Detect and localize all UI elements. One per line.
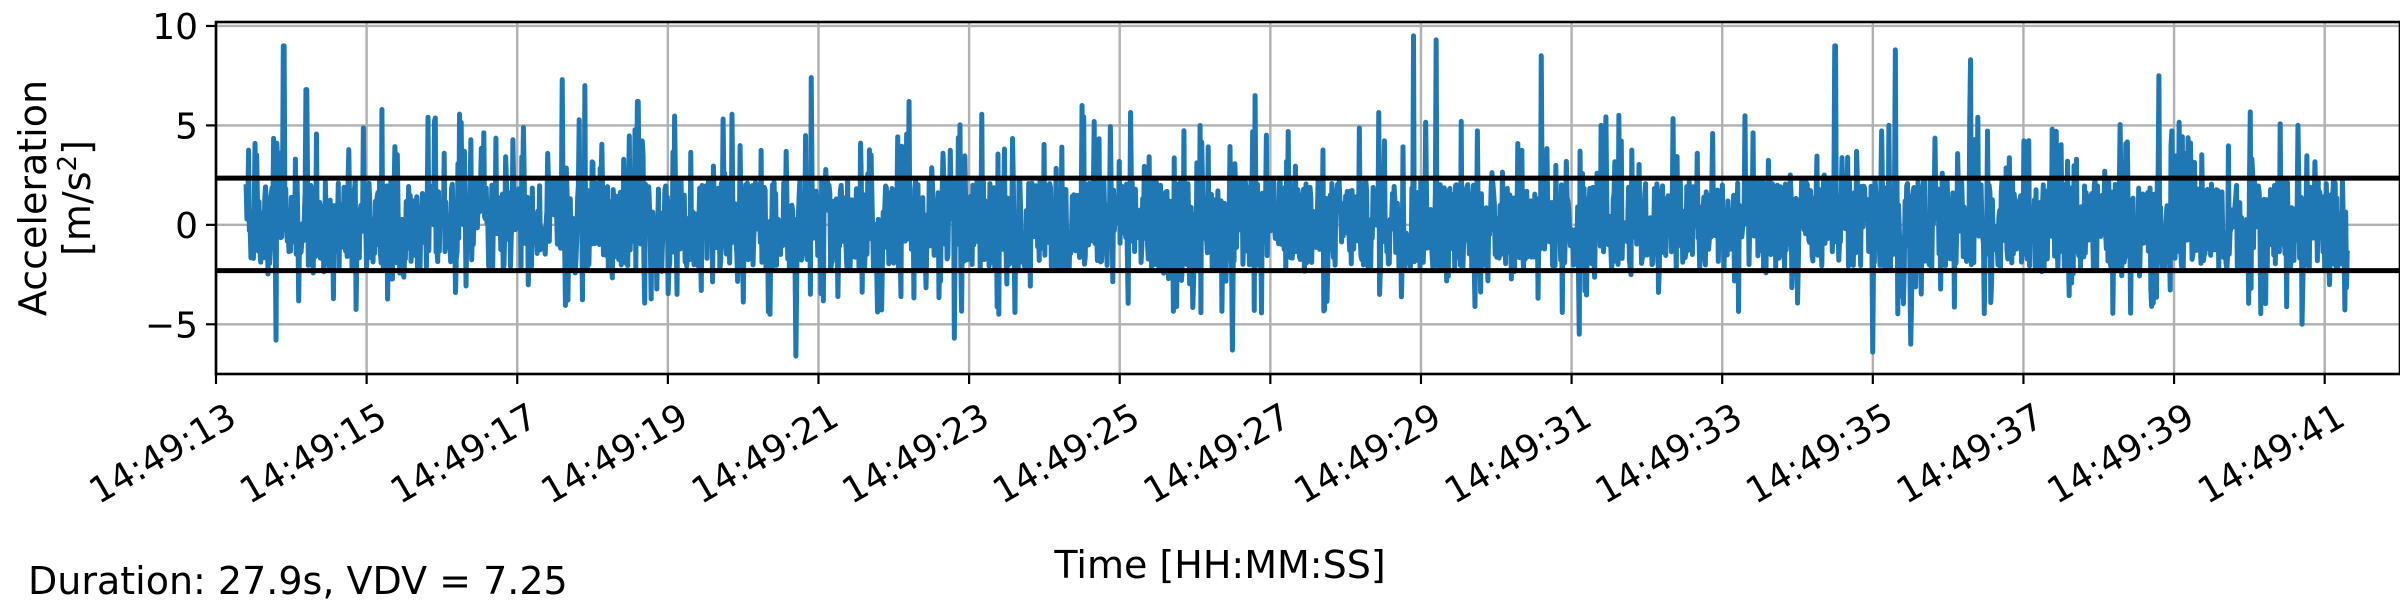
x-tick-label: 14:49:31 bbox=[1438, 396, 1599, 512]
x-tick-label: 14:49:39 bbox=[2041, 396, 2202, 512]
x-tick-label: 14:49:33 bbox=[1589, 396, 1750, 512]
x-tick-label: 14:49:13 bbox=[83, 396, 244, 512]
y-axis-label: Acceleration [m/s2] bbox=[11, 80, 99, 316]
x-tick-label: 14:49:35 bbox=[1739, 396, 1900, 512]
plot-frame bbox=[214, 20, 2400, 376]
x-axis-label: Time [HH:MM:SS] bbox=[1053, 543, 1385, 587]
y-tick-label: 0 bbox=[175, 206, 198, 247]
y-tick-label: 5 bbox=[175, 106, 198, 147]
y-axis-label-line2: [m/s2] bbox=[53, 140, 99, 256]
x-tick-label: 14:49:21 bbox=[685, 396, 846, 512]
x-tick-label: 14:49:41 bbox=[2191, 396, 2352, 512]
y-axis-unit-close: ] bbox=[55, 140, 99, 155]
ticks bbox=[206, 24, 2326, 384]
x-tick-label: 14:49:25 bbox=[986, 396, 1147, 512]
x-tick-label: 14:49:19 bbox=[534, 396, 695, 512]
x-tick-label: 14:49:15 bbox=[233, 396, 394, 512]
x-tick-label: 14:49:17 bbox=[384, 396, 545, 512]
x-tick-label: 14:49:29 bbox=[1288, 396, 1449, 512]
y-tick-label: 10 bbox=[152, 7, 198, 48]
y-tick-label: −5 bbox=[145, 305, 198, 346]
y-axis-unit-base: [m/s bbox=[55, 171, 99, 255]
duration-vdv-summary: Duration: 27.9s, VDV = 7.25 bbox=[28, 559, 568, 600]
y-axis-unit-exponent: 2 bbox=[53, 155, 83, 172]
x-tick-label: 14:49:37 bbox=[1890, 396, 2051, 512]
acceleration-series bbox=[243, 33, 2350, 359]
x-tick-label: 14:49:27 bbox=[1137, 396, 1298, 512]
threshold-lines bbox=[216, 175, 2400, 274]
x-tick-label: 14:49:23 bbox=[836, 396, 997, 512]
y-axis-label-line1: Acceleration bbox=[11, 80, 55, 316]
acceleration-line bbox=[243, 33, 2350, 359]
